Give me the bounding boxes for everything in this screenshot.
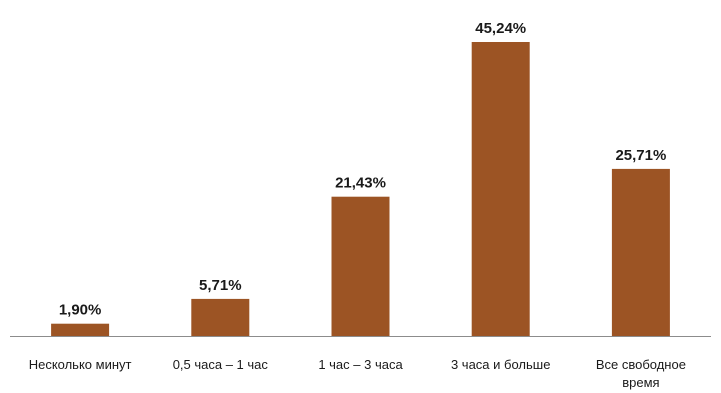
bar-5 xyxy=(611,168,670,336)
category-label-3: 1 час – 3 часа xyxy=(318,357,403,372)
data-label-2: 5,71% xyxy=(199,277,242,294)
category-label-line: 1 час – 3 часа xyxy=(318,357,403,372)
category-label-1: Несколько минут xyxy=(29,357,132,372)
category-label-2: 0,5 часа – 1 час xyxy=(173,357,269,372)
category-labels-layer: Несколько минут 0,5 часа – 1 час 1 час – 3… xyxy=(29,357,686,390)
category-label-line: 3 часа и больше xyxy=(451,357,550,372)
category-label-line: время xyxy=(622,375,659,390)
bar-4 xyxy=(471,42,530,336)
category-label-5: Все свободное время xyxy=(596,357,686,390)
data-label-5: 25,71% xyxy=(615,147,666,164)
bars-layer xyxy=(51,42,670,336)
category-label-line: Несколько минут xyxy=(29,357,132,372)
category-label-line: Все свободное xyxy=(596,357,686,372)
bar-3 xyxy=(331,196,390,336)
data-labels-layer: 1,90% 5,71% 21,43% 45,24% 25,71% xyxy=(59,20,667,319)
bar-2 xyxy=(191,298,250,336)
data-label-4: 45,24% xyxy=(475,20,526,37)
category-label-4: 3 часа и больше xyxy=(451,357,550,372)
data-label-1: 1,90% xyxy=(59,302,102,319)
category-label-line: 0,5 часа – 1 час xyxy=(173,357,269,372)
bar-1 xyxy=(51,323,110,336)
data-label-3: 21,43% xyxy=(335,175,386,192)
